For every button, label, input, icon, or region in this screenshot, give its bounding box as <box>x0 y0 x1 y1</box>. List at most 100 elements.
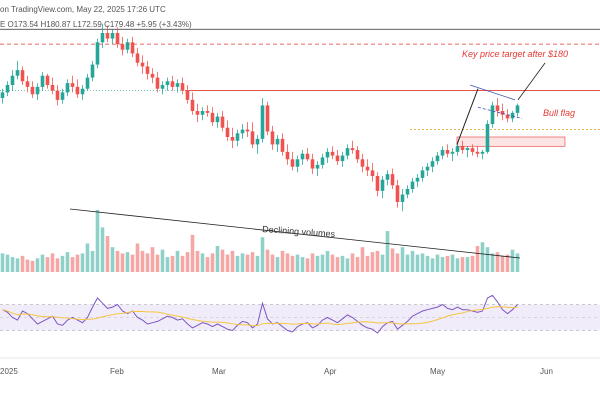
volume-bar <box>20 255 25 272</box>
candle-body <box>70 83 75 87</box>
candle <box>200 107 205 121</box>
declining-volume-trendline <box>69 208 521 259</box>
candle-body <box>435 155 440 162</box>
volume-bar <box>55 258 60 272</box>
candle-body <box>270 131 275 145</box>
flag-pole-line <box>456 88 479 145</box>
candle-body <box>345 148 350 156</box>
candle <box>130 36 135 58</box>
volume-bar <box>190 234 195 272</box>
volume-bar <box>410 250 415 272</box>
flag-upper-channel <box>469 84 516 101</box>
candle <box>40 72 45 91</box>
candle <box>270 125 275 150</box>
candle-body <box>45 75 50 85</box>
volume-bar <box>335 257 340 272</box>
candle <box>185 85 190 104</box>
candle-body <box>190 99 195 111</box>
candle-body <box>265 105 270 132</box>
volume-bar <box>240 253 245 272</box>
candle-body <box>130 42 135 54</box>
x-tick-label: Mar <box>212 367 226 376</box>
volume-bar <box>25 259 30 272</box>
volume-bar <box>195 250 200 272</box>
candle-body <box>75 86 80 95</box>
candle-body <box>505 114 510 119</box>
candle-body <box>10 75 15 85</box>
candle-body <box>55 90 60 100</box>
candle-body <box>360 159 365 167</box>
candle-body <box>420 170 425 178</box>
volume-bar <box>255 255 260 272</box>
candle <box>60 88 65 104</box>
candle <box>495 98 500 117</box>
header-ohlc-text: E O173.54 H180.87 L172.59 C179.48 +5.95 … <box>0 20 192 29</box>
candle-body <box>455 146 460 152</box>
volume-bar <box>165 257 170 272</box>
candle <box>215 112 220 128</box>
candle-body <box>260 105 265 139</box>
volume-bar <box>310 253 315 272</box>
candle-body <box>290 159 295 167</box>
volume-bar <box>85 243 90 272</box>
volume-bar <box>110 247 115 272</box>
candle <box>370 163 375 182</box>
candle-body <box>400 194 405 202</box>
candle-body <box>365 166 370 171</box>
volume-bar <box>120 253 125 272</box>
candle <box>145 60 150 80</box>
candle <box>280 133 285 156</box>
candle <box>480 150 485 160</box>
candle-body <box>165 81 170 85</box>
candle <box>345 144 350 160</box>
volume-bar <box>485 247 490 272</box>
candle-body <box>315 164 320 169</box>
volume-bar <box>435 254 440 272</box>
volume-bar <box>125 252 130 272</box>
candle-body <box>225 127 230 137</box>
candle <box>285 144 290 165</box>
candle-body <box>125 42 130 50</box>
volume-bar <box>205 257 210 272</box>
volume-bar <box>450 254 455 272</box>
volume-bar <box>425 255 430 272</box>
volume-bar <box>5 254 10 272</box>
volume-bar <box>375 250 380 272</box>
volume-bar <box>170 255 175 272</box>
candle-body <box>35 86 40 95</box>
volume-bar <box>315 255 320 272</box>
candle <box>230 127 235 149</box>
candle <box>85 73 90 91</box>
volume-bar <box>505 254 510 272</box>
volume-bar <box>420 253 425 272</box>
candle <box>290 151 295 171</box>
candle-body <box>500 111 505 115</box>
candle <box>265 101 270 136</box>
volume-bar <box>275 257 280 272</box>
volume-bar <box>385 231 390 272</box>
candle-body <box>280 138 285 152</box>
volume-bar <box>430 258 435 272</box>
candle-body <box>65 83 70 93</box>
candle-body <box>405 189 410 195</box>
volume-bar <box>155 254 160 272</box>
x-tick-label: Feb <box>110 367 124 376</box>
price-target-annotation: Key price target after $180 <box>462 49 568 59</box>
candle <box>455 142 460 156</box>
candle <box>30 81 35 98</box>
candle <box>190 92 195 115</box>
candlestick-series <box>0 23 520 212</box>
candle <box>65 79 70 97</box>
candle-body <box>255 138 260 145</box>
candle-body <box>150 73 155 78</box>
candle-body <box>350 148 355 150</box>
flag-lower-channel <box>477 106 523 119</box>
candle-body <box>305 153 310 160</box>
volume-bar <box>50 253 55 272</box>
volume-bar <box>245 254 250 272</box>
volume-bar <box>230 250 235 272</box>
candle <box>140 55 145 74</box>
volume-series <box>0 208 521 272</box>
candle-body <box>380 179 385 191</box>
volume-bar <box>405 254 410 272</box>
